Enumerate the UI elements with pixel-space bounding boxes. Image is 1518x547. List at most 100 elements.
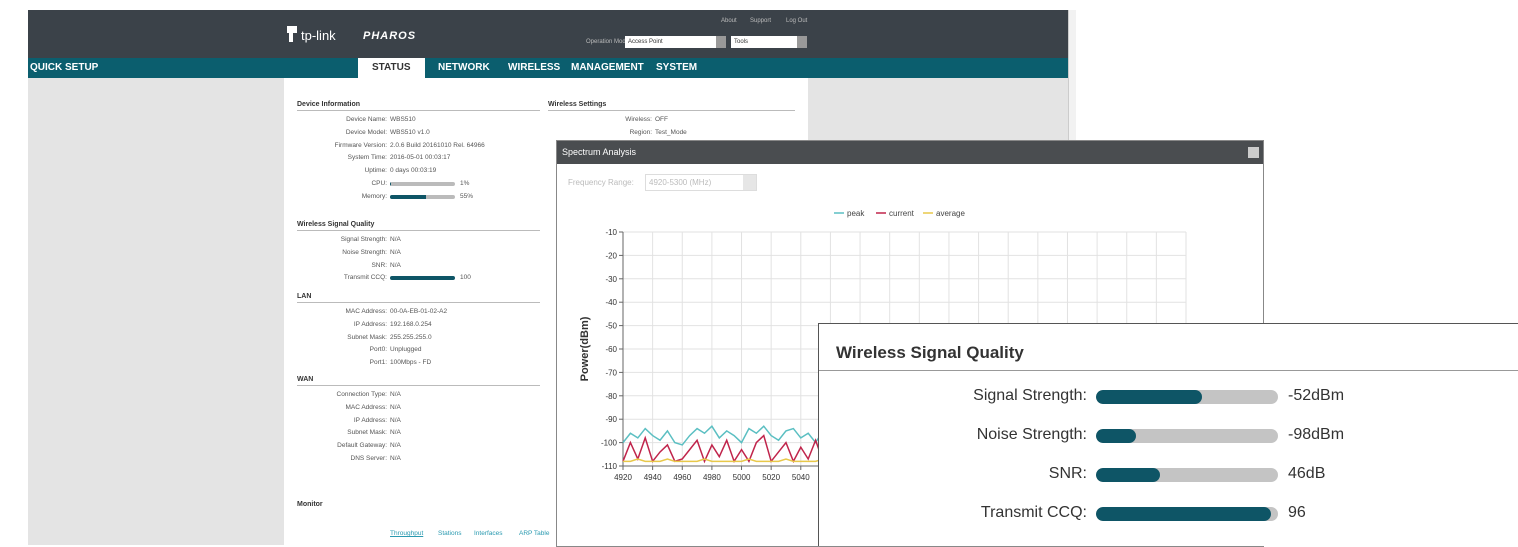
zoom-rule [819,370,1518,371]
y-tick-label: -30 [605,275,617,284]
logo-svg [287,26,297,42]
y-tick-label: -110 [602,462,618,471]
mode-select[interactable]: Access Point [625,36,725,48]
row-label: IP Address: [353,320,387,328]
row-label: Signal Strength: [340,236,387,243]
y-tick-label: -40 [605,298,617,307]
nav-item[interactable]: MANAGEMENT [571,62,644,73]
row-label: Subnet Mask: [347,429,387,437]
row-value: N/A [390,403,401,411]
header-link[interactable]: Log Out [786,18,808,24]
nav-item[interactable]: NETWORK [438,62,490,73]
select-arrow[interactable] [797,36,807,48]
close-button[interactable] [1248,147,1259,158]
y-tick-label: -80 [605,392,617,401]
x-tick-label: 4980 [703,473,721,482]
header: tp-link PHAROS About Support Log Out Ope… [28,10,1068,58]
signal-bar [1096,390,1278,404]
row-value: 255.255.255.0 [390,333,432,341]
header-link[interactable]: About [721,18,737,24]
x-tick-label: 4920 [614,473,632,482]
row-label: Device Model: [345,128,387,136]
frequency-select[interactable]: 4920-5300 (MHz) [645,174,757,191]
zoom-label: SNR: [1048,465,1087,482]
row-value: N/A [390,248,401,256]
row-label: Default Gateway: [337,442,387,450]
zoom-label: Signal Strength: [973,387,1087,404]
mode-label: Operation Mode: [586,39,631,45]
nav-item[interactable]: QUICK SETUP [30,62,99,73]
row-value: 100 [460,274,471,282]
nav-item[interactable]: STATUS [358,58,425,78]
section-title: WAN [297,376,540,386]
y-tick-label: -70 [605,368,617,377]
row-label: MAC Address: [345,403,387,411]
signal-bar [1096,507,1278,521]
row-value: 100Mbps - FD [390,359,432,367]
select-arrow[interactable] [743,175,756,190]
select-arrow[interactable] [716,36,726,48]
logo-shape [287,26,297,42]
row-label: Device Name: [346,116,387,123]
row-label: IP Address: [353,416,387,424]
monitor-link[interactable]: Interfaces [474,530,503,537]
signal-bar [1096,429,1278,443]
monitor-link[interactable]: Throughput [390,530,424,537]
row-label: Region: [629,128,652,136]
x-tick-label: 4940 [644,473,662,482]
section-title: Wireless Signal Quality [297,221,540,231]
x-tick-label: 5040 [792,473,810,482]
product-name: PHAROS [363,30,417,42]
signal-fill [1096,468,1160,482]
row-value: WBS510 [390,116,416,123]
tools-select[interactable]: Tools [731,36,807,48]
usage-fill [390,276,455,281]
usage-bar [390,276,455,281]
nav-item[interactable]: SYSTEM [656,62,698,73]
popup-title-bar: Spectrum Analysis [557,141,1263,164]
zoom-label: Noise Strength: [976,426,1087,443]
signal-bar [1096,468,1278,482]
zoom-value: -98dBm [1288,426,1345,443]
row-label: Port1: [369,359,387,367]
signal-fill [1096,429,1137,443]
nav-bar: QUICK SETUP STATUS NETWORK WIRELESS MANAGEME… [28,58,1068,78]
zoom-title: Wireless Signal Quality [836,343,1024,362]
row-label: Transmit CCQ: [343,274,387,282]
row-label: Port0: [369,346,387,354]
row-value: Test_Mode [655,128,687,136]
usage-bar [390,194,455,199]
usage-fill [390,194,426,199]
x-tick-label: 5020 [762,473,780,482]
y-tick-label: -20 [605,251,617,260]
y-tick-label: -60 [605,345,617,354]
row-value: 2.0.6 Build 20161010 Rel. 64966 [390,141,485,149]
row-value: 55% [460,192,474,200]
zoom-value: 46dB [1288,465,1326,482]
frequency-label: Frequency Range: [568,178,634,187]
y-tick-label: -50 [605,322,617,331]
x-tick-label: 5000 [733,473,751,482]
monitor-link[interactable]: Stations [438,530,462,537]
row-value: N/A [390,429,401,437]
row-label: Noise Strength: [342,248,387,256]
row-label: Wireless: [625,116,652,123]
row-label: Connection Type: [336,391,387,398]
row-label: Uptime: [364,167,387,175]
usage-fill [390,182,391,186]
row-label: CPU: [371,180,387,187]
logo-icon [285,24,299,44]
row-label: System Time: [347,154,387,162]
zoom-label: Transmit CCQ: [980,504,1087,521]
logo-text: tp-link [301,28,336,43]
section-title: Wireless Settings [548,101,795,111]
header-link[interactable]: Support [750,18,772,24]
signal-fill [1096,390,1202,404]
zoom-value: -52dBm [1288,387,1345,404]
row-label: MAC Address: [345,308,387,315]
row-value: 192.168.0.254 [390,320,432,328]
zoom-panel: Wireless Signal Quality Signal Strength:… [818,323,1518,546]
nav-item[interactable]: WIRELESS [508,62,561,73]
monitor-link[interactable]: ARP Table [519,530,550,537]
